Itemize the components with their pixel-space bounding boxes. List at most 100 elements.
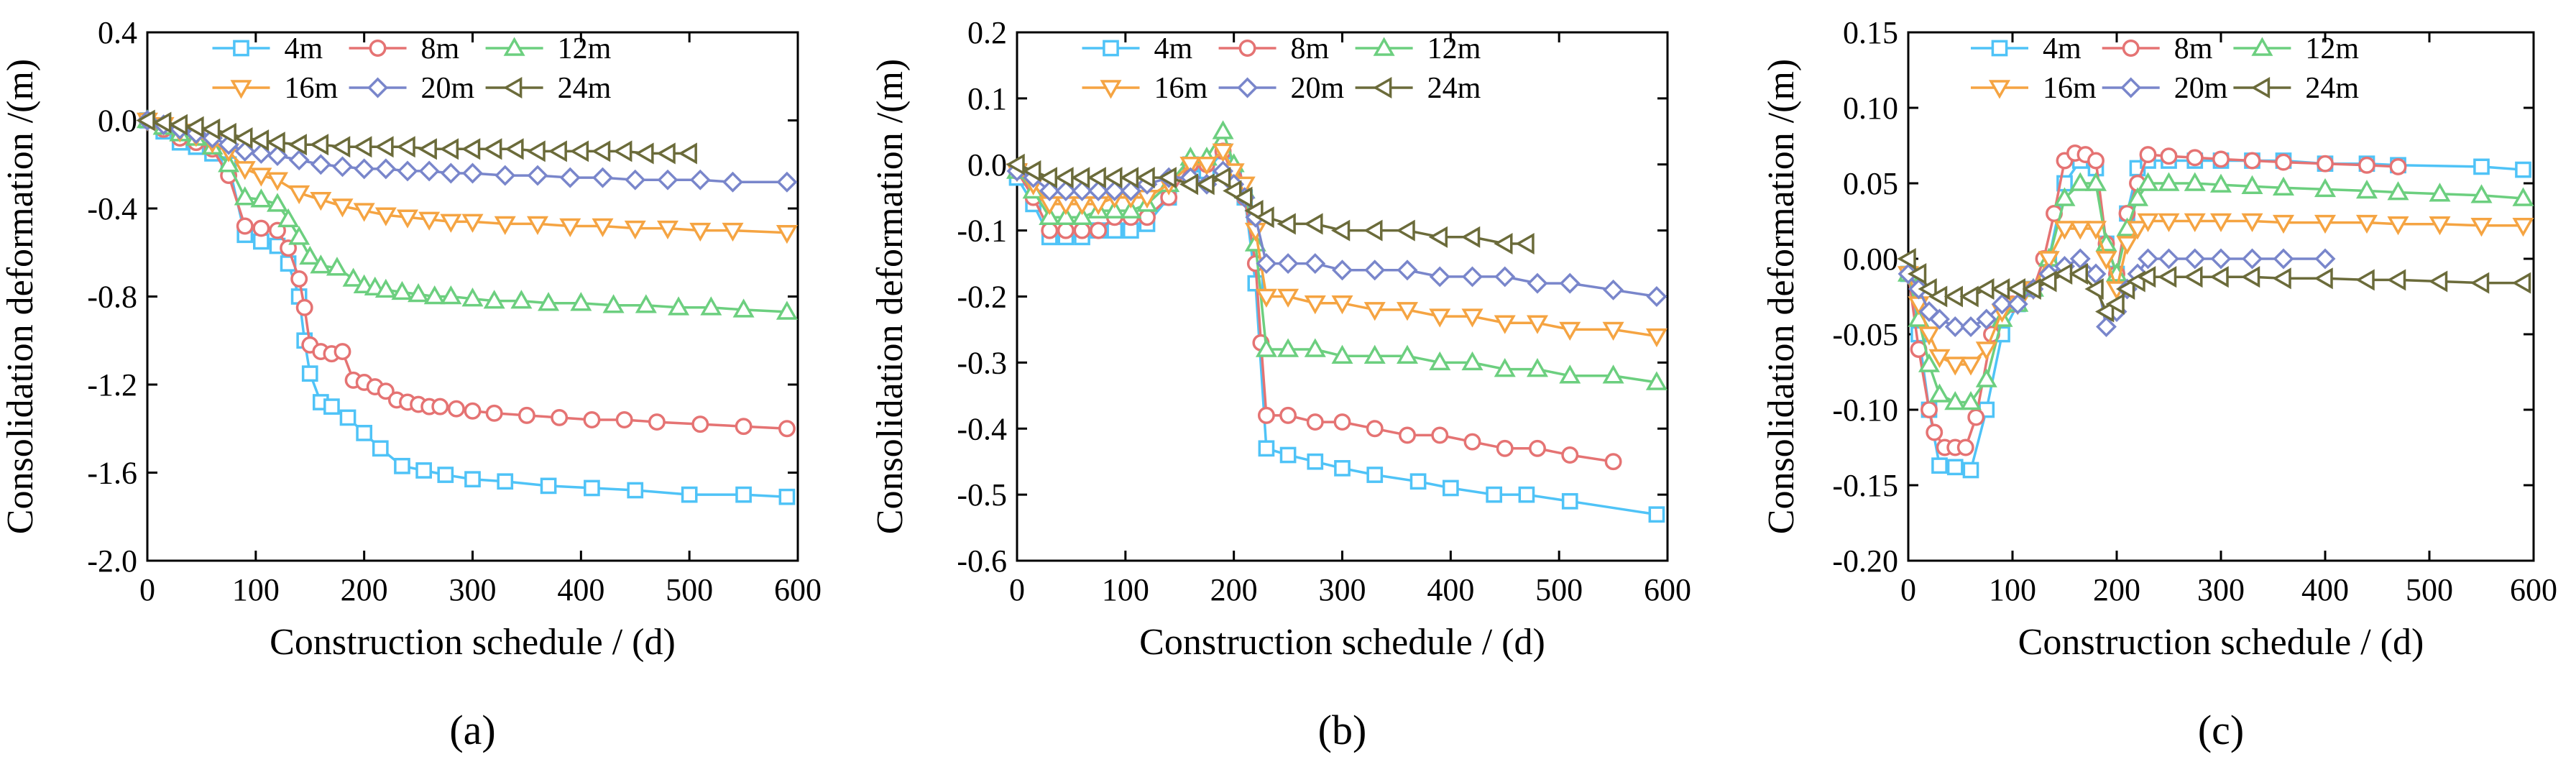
data-point-4m <box>778 488 796 505</box>
data-point-24m <box>678 142 697 165</box>
data-point-16m <box>776 224 798 244</box>
data-point-4m <box>1486 486 1503 503</box>
data-point-16m <box>2053 221 2076 240</box>
data-point-24m <box>288 134 307 156</box>
data-point-16m <box>2069 221 2092 240</box>
legend-swatch-marker <box>2122 40 2140 57</box>
data-point-24m <box>396 136 415 158</box>
data-point-24m <box>2022 277 2041 300</box>
data-point-8m <box>1561 446 1579 464</box>
data-point-16m <box>1918 326 1941 346</box>
x-tick-label: 200 <box>2093 572 2140 607</box>
data-point-24m <box>2240 266 2260 288</box>
data-point-16m <box>1944 357 1966 376</box>
data-point-12m <box>1071 206 1093 225</box>
y-tick-label: 0.4 <box>98 15 137 50</box>
data-point-12m <box>1975 368 1997 387</box>
data-point-12m <box>1944 390 1966 410</box>
legend-swatch-marker <box>233 40 249 57</box>
data-point-16m <box>461 213 484 233</box>
data-point-20m <box>559 167 581 188</box>
data-point-20m <box>2184 248 2206 270</box>
data-point-24m <box>1975 277 1995 300</box>
data-point-4m <box>627 482 644 499</box>
data-point-8m <box>1956 438 1974 456</box>
data-point-12m <box>1255 338 1277 357</box>
data-point-20m <box>440 162 461 184</box>
data-point-24m <box>2209 266 2229 288</box>
data-point-4m <box>415 462 432 479</box>
data-point-16m <box>418 211 441 231</box>
data-point-8m <box>236 217 254 235</box>
chart-panel-3: 0 100 200 300 400 500 600 -0.20 -0.15 -0.10 -0.05 0… <box>1761 15 2557 753</box>
data-point-8m <box>252 219 270 237</box>
x-tick-label: 300 <box>2197 572 2245 607</box>
data-point-24m <box>309 134 329 156</box>
data-point-12m <box>2241 175 2263 194</box>
data-point-16m <box>2184 213 2206 233</box>
y-tick-label: -0.05 <box>1832 317 1898 352</box>
data-point-16m <box>266 172 289 191</box>
data-point-12m <box>776 300 798 320</box>
data-point-16m <box>1645 328 1668 348</box>
data-point-12m <box>2209 173 2232 193</box>
legend-label: 8m <box>1291 32 1330 65</box>
data-point-12m <box>2355 179 2378 199</box>
legend-item-12m: 12m <box>2233 32 2359 65</box>
legend-item-8m: 8m <box>1218 32 1330 65</box>
x-tick-label: 0 <box>1009 572 1025 607</box>
data-point-4m <box>1962 461 1979 479</box>
x-axis-title: Construction schedule / (d) <box>2018 622 2424 663</box>
data-point-24m <box>548 140 567 162</box>
data-point-4m <box>1366 467 1384 483</box>
data-point-20m <box>1120 180 1141 201</box>
data-point-8m <box>1366 420 1384 438</box>
data-point-24m <box>1396 219 1415 242</box>
data-point-20m <box>1104 180 1126 201</box>
data-point-24m <box>2084 277 2104 300</box>
y-tick-label: 0.10 <box>1843 91 1898 126</box>
data-point-12m <box>1277 338 1300 357</box>
series-24m <box>136 109 697 165</box>
series-12m <box>1897 172 2534 410</box>
data-point-24m <box>613 140 632 162</box>
x-tick-label: 500 <box>2406 572 2453 607</box>
data-point-8m <box>1073 221 1091 239</box>
legend-item-4m: 4m <box>212 32 323 65</box>
chart-panel-2: 0 100 200 300 400 500 600 -0.6 -0.5 -0.4 -0.3 -0.2 -… <box>870 15 1691 753</box>
data-point-4m <box>437 467 454 483</box>
legend-swatch-marker <box>2120 77 2142 98</box>
legend-item-24m: 24m <box>1355 72 1481 105</box>
data-point-12m <box>1526 358 1549 377</box>
x-tick-label: 0 <box>1900 572 1916 607</box>
data-point-24m <box>1907 262 1927 285</box>
data-point-24m <box>2428 270 2448 293</box>
data-point-4m <box>1946 459 1964 476</box>
chart-panel-1: 0 100 200 300 400 500 600 -2.0 -1.6 -1.2 -0.8 -0.4 0… <box>0 15 822 753</box>
data-point-12m <box>635 294 657 313</box>
data-point-20m <box>1527 272 1548 294</box>
x-axis-title: Construction schedule / (d) <box>1139 622 1545 663</box>
data-point-12m <box>2272 176 2295 196</box>
x-tick-label: 600 <box>2510 572 2557 607</box>
data-point-24m <box>1515 232 1535 255</box>
legend: 4m 8m 12m 16m 20m 24m <box>212 32 612 105</box>
data-point-16m <box>1975 341 1997 361</box>
data-point-8m <box>1926 423 1944 441</box>
data-point-16m <box>1255 288 1277 308</box>
data-point-24m <box>2094 300 2115 323</box>
data-point-4m <box>2473 158 2490 175</box>
data-point-8m <box>735 418 753 436</box>
data-point-20m <box>1603 279 1624 300</box>
data-point-12m <box>1331 344 1353 364</box>
data-point-4m <box>394 457 410 474</box>
legend-item-24m: 24m <box>485 72 612 105</box>
data-point-12m <box>538 292 560 311</box>
legend-label: 8m <box>2174 32 2213 65</box>
data-point-4m <box>1648 506 1665 523</box>
data-point-24m <box>2115 277 2135 300</box>
data-point-8m <box>1399 426 1416 444</box>
data-point-8m <box>334 343 351 361</box>
data-point-24m <box>1136 167 1155 189</box>
x-tick-label: 100 <box>1989 572 2036 607</box>
